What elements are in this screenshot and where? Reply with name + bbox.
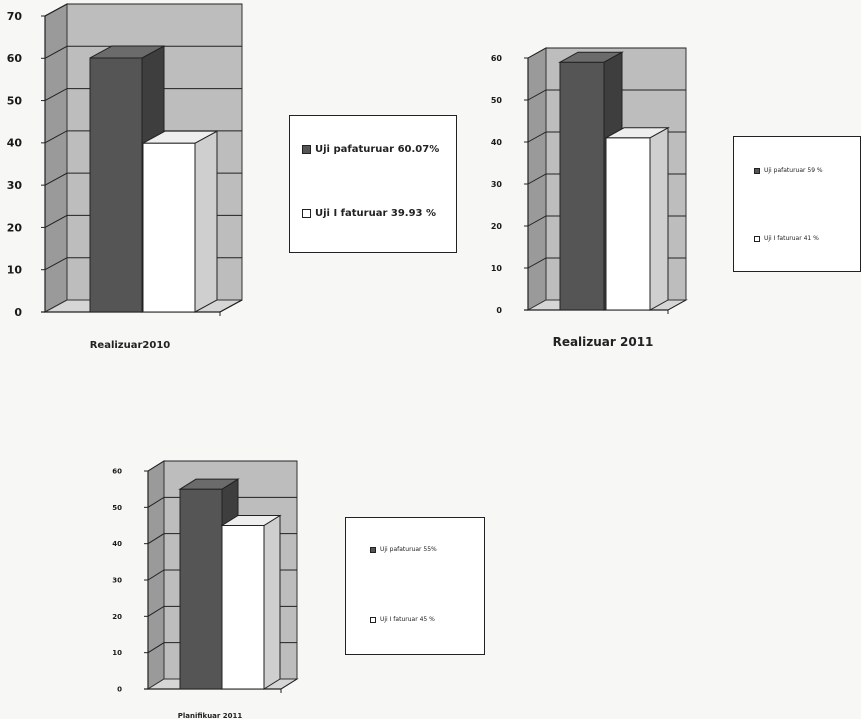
x-axis-depth (280, 678, 298, 690)
bar-top (178, 478, 240, 490)
gridline (44, 3, 242, 17)
bar-top (89, 45, 165, 59)
y-tick-label: 20 (491, 222, 503, 231)
bar-top (142, 130, 218, 144)
bar-side (649, 126, 669, 311)
side-wall (44, 3, 68, 313)
legend-item-uji-faturuar: Uji I faturuar 45 % (370, 616, 435, 623)
y-tick-label: 50 (7, 94, 23, 107)
y-tick-label: 40 (491, 138, 503, 147)
legend-realizuar-2010: Uji pafaturuar 60.07% Uji I faturuar 39.… (289, 115, 457, 253)
gridline (44, 45, 242, 59)
bar-front (221, 525, 265, 690)
gridline (527, 89, 686, 101)
legend-label: Uji I faturuar 45 % (380, 616, 435, 623)
y-tick-label: 40 (7, 137, 23, 150)
legend-item-uji-pafaturuar: Uji pafaturuar 55% (370, 546, 437, 553)
bar-front (179, 488, 223, 690)
gridline (44, 88, 242, 102)
legend-item-uji-pafaturuar: Uji pafaturuar 59 % (754, 167, 823, 174)
x-axis-depth (667, 299, 687, 311)
legend-realizuar-2011: Uji pafaturuar 59 % Uji I faturuar 41 % (733, 136, 861, 272)
y-tick-label: 60 (112, 467, 122, 475)
legend-swatch-dark (302, 145, 311, 154)
chart-realizuar-2011: 0 10 20 30 40 50 60 Realizuar 2011 (491, 47, 688, 349)
bar-front (89, 57, 143, 313)
bar-side (194, 130, 218, 313)
chart-planifikuar-2011: 0 10 20 30 40 50 60 Planifikuar 2011 (112, 460, 299, 719)
y-tick-label: 70 (7, 10, 23, 23)
legend-label: Uji I faturuar 41 % (764, 235, 819, 242)
bar-front (559, 61, 605, 311)
y-tick-label: 30 (112, 576, 122, 584)
bar-side (263, 514, 281, 690)
legend-planifikuar-2011: Uji pafaturuar 55% Uji I faturuar 45 % (345, 517, 485, 655)
legend-item-uji-faturuar: Uji I faturuar 39.93 % (302, 208, 436, 219)
chart-realizuar-2010: 0 10 20 30 40 50 60 70 Realizuar2010 (7, 3, 243, 351)
legend-label: Uji pafaturuar 55% (380, 546, 437, 553)
gridline (147, 496, 297, 508)
x-axis-label: Realizuar2010 (90, 340, 171, 351)
legend-swatch-light (754, 235, 760, 242)
y-tick-label: 0 (117, 685, 122, 693)
y-tick-label: 0 (496, 306, 502, 315)
x-axis-label: Planifikuar 2011 (178, 712, 243, 719)
bar-top (558, 51, 624, 63)
y-tick-label: 40 (112, 540, 122, 548)
bar-top (604, 127, 670, 139)
legend-swatch-dark (370, 546, 376, 553)
gridline (527, 47, 686, 59)
y-tick-label: 60 (491, 54, 503, 63)
y-tick-label: 10 (7, 264, 23, 277)
legend-swatch-light (370, 616, 376, 623)
legend-label: Uji pafaturuar 60.07% (315, 144, 440, 155)
legend-item-uji-pafaturuar: Uji pafaturuar 60.07% (302, 144, 439, 155)
gridline (147, 460, 297, 472)
y-tick-label: 60 (7, 52, 23, 65)
y-tick-label: 20 (7, 221, 23, 234)
legend-swatch-dark (754, 167, 760, 174)
y-tick-label: 30 (491, 180, 503, 189)
y-tick-label: 10 (112, 649, 122, 657)
legend-label: Uji pafaturuar 59 % (764, 167, 823, 174)
y-tick-label: 20 (112, 613, 122, 621)
legend-label: Uji I faturuar 39.93 % (315, 208, 437, 219)
bar-top (220, 515, 282, 526)
y-tick-label: 10 (491, 264, 503, 273)
x-axis-depth (219, 299, 243, 313)
y-tick-label: 30 (7, 179, 23, 192)
bar-front (605, 137, 651, 311)
y-tick-label: 0 (14, 306, 22, 319)
x-axis-label: Realizuar 2011 (553, 335, 654, 349)
legend-swatch-light (302, 209, 311, 218)
bar-front (142, 142, 196, 313)
y-tick-label: 50 (491, 96, 503, 105)
y-tick-label: 50 (112, 504, 122, 512)
legend-item-uji-faturuar: Uji I faturuar 41 % (754, 235, 819, 242)
